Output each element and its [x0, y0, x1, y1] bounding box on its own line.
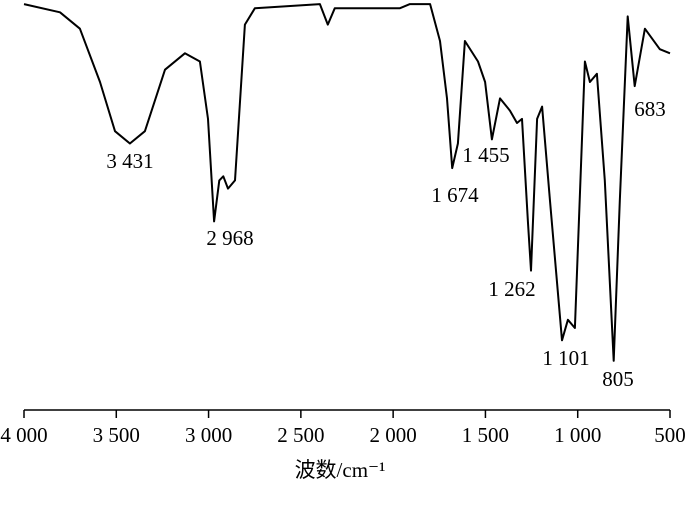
spectrum-line [23, 3, 671, 362]
x-axis-label: 波数/cm⁻¹ [295, 458, 386, 482]
x-tick-label: 1 000 [554, 423, 601, 447]
x-tick-label: 2 500 [277, 423, 324, 447]
x-tick-label: 3 500 [93, 423, 140, 447]
peak-label: 1 455 [462, 143, 509, 167]
x-tick-label: 4 000 [0, 423, 47, 447]
peak-label: 2 968 [206, 226, 253, 250]
peak-label: 1 101 [542, 346, 589, 370]
x-tick-label: 3 000 [185, 423, 232, 447]
peak-label: 1 674 [431, 183, 479, 207]
peak-label: 3 431 [106, 149, 153, 173]
x-tick-label: 1 500 [462, 423, 509, 447]
x-tick-label: 500 [654, 423, 686, 447]
peak-label: 1 262 [488, 277, 535, 301]
x-tick-label: 2 000 [370, 423, 417, 447]
peak-label: 805 [602, 367, 634, 391]
peak-label: 683 [634, 97, 666, 121]
